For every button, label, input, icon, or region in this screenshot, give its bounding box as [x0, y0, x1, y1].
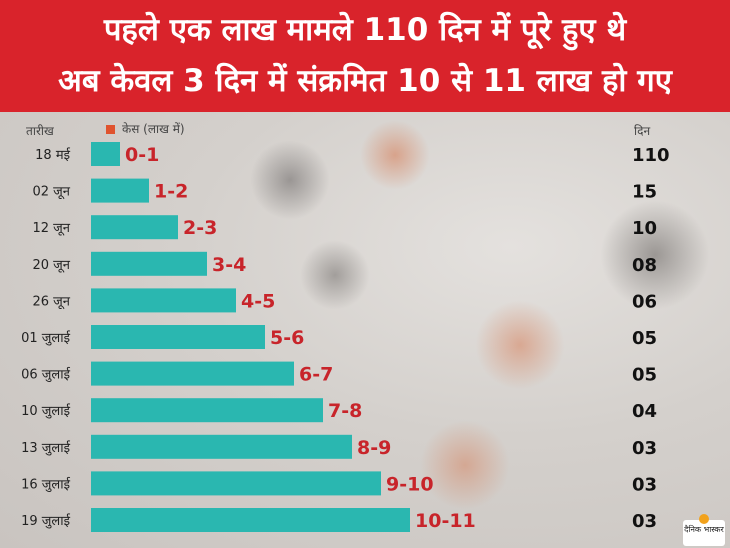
- category-tick-label: 20 जून: [32, 258, 70, 273]
- background-virus-decoration: [360, 120, 430, 190]
- days-value-label: 04: [632, 401, 657, 422]
- bar: [91, 142, 120, 166]
- background-virus-decoration: [600, 200, 710, 310]
- logo-text: दैनिक भास्कर: [684, 525, 724, 534]
- bar-data-label: 5-6: [270, 327, 304, 349]
- bar-data-label: 0-1: [125, 144, 159, 166]
- category-tick-label: 16 जुलाई: [21, 476, 71, 492]
- background-virus-decoration: [420, 420, 510, 510]
- bar: [91, 508, 410, 532]
- chart-title-line2: अब केवल 3 दिन में संक्रमित 10 से 11 लाख …: [58, 63, 672, 99]
- publisher-logo: दैनिक भास्कर: [683, 514, 725, 546]
- bar: [91, 251, 207, 276]
- background-virus-decoration: [475, 300, 565, 390]
- category-tick-label: 26 जून: [32, 294, 70, 309]
- bar-data-label: 4-5: [241, 290, 275, 312]
- days-value-label: 110: [632, 145, 670, 166]
- bar-data-label: 6-7: [299, 364, 333, 386]
- bar-data-label: 9-10: [386, 473, 434, 495]
- category-tick-label: 01 जुलाई: [21, 330, 71, 346]
- date-column-header: तारीख: [26, 124, 54, 138]
- days-value-label: 05: [632, 365, 657, 386]
- category-tick-label: 12 जून: [32, 221, 70, 236]
- days-value-label: 06: [632, 291, 657, 312]
- bar-data-label: 10-11: [415, 510, 476, 532]
- category-tick-label: 06 जुलाई: [21, 367, 71, 383]
- category-tick-label: 19 जुलाई: [21, 513, 71, 529]
- days-value-label: 08: [632, 255, 657, 276]
- days-value-label: 03: [632, 511, 657, 532]
- bar-data-label: 1-2: [154, 181, 188, 203]
- days-value-label: 03: [632, 474, 657, 495]
- bar: [91, 434, 352, 459]
- background-virus-decoration: [250, 140, 330, 220]
- category-tick-label: 13 जुलाई: [21, 440, 71, 456]
- title-banner: पहले एक लाख मामले 110 दिन में पूरे हुए थ…: [0, 0, 730, 112]
- chart-title-line1: पहले एक लाख मामले 110 दिन में पूरे हुए थ…: [103, 12, 627, 48]
- bar-data-label: 8-9: [357, 437, 391, 459]
- bar: [91, 215, 178, 240]
- days-column-header: दिन: [634, 124, 651, 138]
- bar: [91, 178, 149, 203]
- bar: [91, 398, 323, 423]
- category-tick-label: 10 जुलाई: [21, 403, 71, 419]
- sun-logo-icon: [699, 514, 709, 524]
- days-value-label: 15: [632, 182, 657, 203]
- category-tick-label: 18 मई: [35, 147, 71, 163]
- bar-data-label: 2-3: [183, 217, 217, 239]
- background-virus-decoration: [300, 240, 370, 310]
- days-value-label: 03: [632, 438, 657, 459]
- bar: [91, 325, 265, 349]
- category-tick-label: 02 जून: [32, 185, 70, 200]
- bar: [91, 288, 236, 313]
- bar-data-label: 7-8: [328, 400, 362, 422]
- bar-data-label: 3-4: [212, 254, 246, 276]
- bar: [91, 471, 381, 496]
- bar: [91, 361, 294, 386]
- days-value-label: 10: [632, 218, 657, 239]
- legend-marker: [106, 125, 115, 134]
- legend-label: केस (लाख में): [122, 122, 185, 136]
- days-value-label: 05: [632, 328, 657, 349]
